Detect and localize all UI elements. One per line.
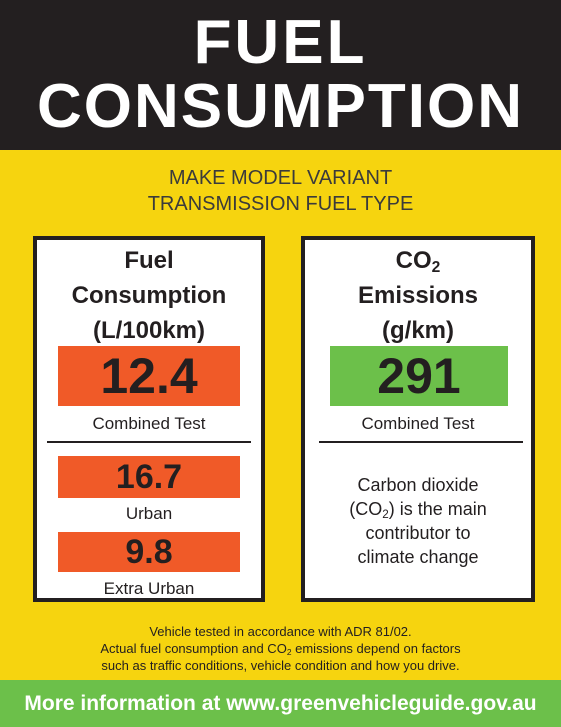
co2-combined-value: 291 <box>330 346 508 406</box>
co2-divider <box>319 441 523 443</box>
co2-info-line-3: contributor to <box>365 523 471 543</box>
note-line-2: Actual fuel consumption and CO2 emission… <box>100 641 461 658</box>
fuel-divider <box>47 441 251 443</box>
co2-info-line-1: Carbon dioxide <box>357 475 479 495</box>
fuel-consumption-panel: Fuel Consumption (L/100km) 12.4 Combined… <box>33 236 265 602</box>
fuel-title-line-1: Fuel <box>124 247 174 274</box>
footer-info-link[interactable]: More information at www.greenvehicleguid… <box>0 680 561 727</box>
fuel-urban-value: 16.7 <box>58 456 240 498</box>
fuel-urban-label: Urban <box>125 504 173 523</box>
fuel-combined-value: 12.4 <box>58 346 240 406</box>
title-line-2: CONSUMPTION <box>37 72 524 141</box>
title-line-1: FUEL <box>193 8 368 77</box>
co2-info-line-4: climate change <box>357 547 479 567</box>
fuel-extra-urban-label: Extra Urban <box>103 579 195 598</box>
co2-title-line-2: Emissions <box>357 282 479 309</box>
vehicle-make-model: MAKE MODEL VARIANT <box>168 167 393 189</box>
fuel-extra-urban-value: 9.8 <box>58 532 240 572</box>
label-header: FUEL CONSUMPTION <box>0 0 561 150</box>
fuel-title-line-2: Consumption <box>71 282 227 309</box>
note-line-1: Vehicle tested in accordance with ADR 81… <box>149 624 412 639</box>
fuel-combined-label: Combined Test <box>92 414 206 433</box>
co2-title-line-1: CO2 <box>395 247 441 276</box>
note-line-3: such as traffic conditions, vehicle cond… <box>101 658 460 673</box>
fuel-title-line-3: (L/100km) <box>92 317 206 344</box>
co2-emissions-panel: CO2 Emissions (g/km) 291 Combined Test C… <box>301 236 535 602</box>
co2-title-line-3: (g/km) <box>382 317 454 344</box>
co2-combined-label: Combined Test <box>361 414 475 433</box>
co2-info-line-2: (CO2) is the main <box>349 499 487 521</box>
vehicle-transmission-fuel: TRANSMISSION FUEL TYPE <box>147 193 414 215</box>
